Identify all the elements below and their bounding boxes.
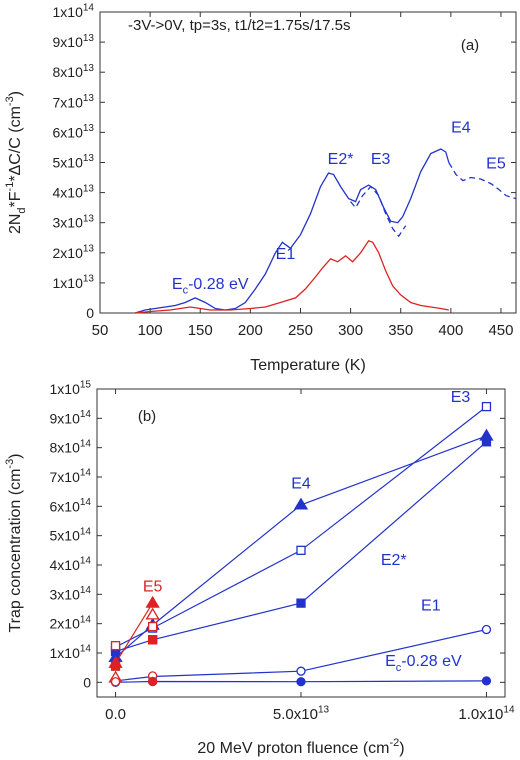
y-tick-label: 4x1014 (50, 556, 92, 573)
series-label: E2* (381, 552, 407, 569)
series-label: Ec-0.28 eV (385, 653, 462, 674)
x-tick-label: 100 (138, 322, 163, 339)
series-line (114, 602, 154, 664)
data-point (481, 676, 492, 686)
data-point (293, 497, 309, 510)
x-tick-label: 300 (338, 322, 363, 339)
series-line (115, 435, 487, 658)
series-line (350, 185, 407, 238)
data-point (110, 641, 121, 651)
series-line (115, 628, 487, 682)
series-line (115, 680, 487, 683)
peak-label: Ec-0.28 eV (172, 276, 249, 297)
data-point (110, 677, 121, 687)
x-tick-label: 250 (288, 322, 313, 339)
peak-label: E5 (486, 156, 506, 173)
series-line (134, 148, 450, 314)
series-label: E4 (291, 476, 311, 493)
data-point (110, 661, 121, 671)
series-label: E5 (143, 578, 163, 595)
y-tick-label: 2x1013 (53, 243, 95, 260)
chart-panel-a: 50 100 150 200 250 300 350 400 450 0 1x1013 2x1013 3… (4, 3, 517, 374)
peak-label: E3 (371, 151, 391, 168)
x-tick-label: 50 (92, 322, 109, 339)
y-tick-label: 9x1014 (50, 409, 92, 426)
data-point (147, 676, 158, 687)
y-tick-label: 5x1014 (50, 526, 92, 543)
y-tick-label: 9x1013 (53, 33, 95, 50)
x-tick-label: 5.0x1013 (273, 704, 330, 723)
conditions-annotation: -3V->0V, tp=3s, t1/t2=1.75s/17.5s (128, 17, 351, 34)
data-point (147, 635, 158, 645)
x-axis-label: Temperature (K) (250, 357, 366, 374)
panel-label-a: (a) (461, 37, 479, 54)
y-tick-label: 0 (86, 305, 94, 321)
y-tick-label: 2x1014 (50, 614, 92, 631)
data-point (481, 624, 492, 635)
y-tick-label: 3x1014 (50, 585, 92, 602)
peak-label: E2* (328, 151, 354, 168)
series-label: E3 (451, 389, 471, 406)
x-tick-label: 400 (438, 322, 463, 339)
y-tick-label: 6x1013 (53, 123, 95, 140)
data-point (296, 677, 306, 687)
y-tick-label: 1x1014 (50, 644, 92, 661)
data-point (145, 595, 160, 608)
x-tick-label: 1.0x1014 (458, 704, 515, 723)
y-tick-label: 7x1014 (50, 468, 92, 485)
x-tick-label: 450 (488, 322, 513, 339)
chart-panel-b: 0.0 5.0x1013 1.0x1014 0 1x1014 2x1014 3x1014 4x… (4, 380, 515, 757)
series-line (448, 162, 517, 200)
data-point (145, 607, 160, 620)
series-label: E1 (421, 597, 441, 614)
y-tick-label: 8x1013 (53, 63, 95, 80)
series-line (115, 441, 487, 653)
plot-frame (96, 388, 506, 698)
series-line (135, 240, 449, 314)
y-tick-label: 3x1013 (53, 213, 95, 230)
x-axis-label: 20 MeV proton fluence (cm-2) (197, 737, 404, 757)
x-tick-label: 350 (388, 322, 413, 339)
data-point (296, 598, 306, 608)
y-tick-label: 5x1013 (53, 153, 95, 170)
plot-frame (99, 11, 517, 314)
peak-label: E4 (451, 119, 471, 136)
y-tick-label: 4x1013 (53, 183, 95, 200)
y-tick-label: 7x1013 (53, 93, 95, 110)
peak-label: E1 (276, 246, 296, 263)
panel-label-b: (b) (138, 408, 156, 425)
x-tick-label: 0.0 (105, 706, 126, 723)
y-tick-label: 6x1014 (50, 497, 92, 514)
y-tick-label: 8x1014 (50, 438, 92, 455)
series-line (115, 406, 487, 648)
data-point (481, 437, 492, 447)
y-tick-label: 1x1013 (53, 274, 95, 291)
data-point (147, 621, 158, 632)
y-tick-label: 1x1014 (53, 3, 95, 20)
x-tick-label: 150 (188, 322, 213, 339)
y-tick-label: 1x1015 (50, 380, 92, 397)
data-point (296, 545, 306, 555)
y-axis-label: 2Nd*F-1*ΔC/C (cm-3) (4, 91, 28, 234)
data-point (296, 666, 306, 676)
y-axis-label: Trap concentration (cm-3) (4, 453, 24, 632)
x-tick-label: 200 (238, 322, 263, 339)
data-point (481, 401, 492, 412)
y-tick-label: 0 (83, 674, 91, 690)
